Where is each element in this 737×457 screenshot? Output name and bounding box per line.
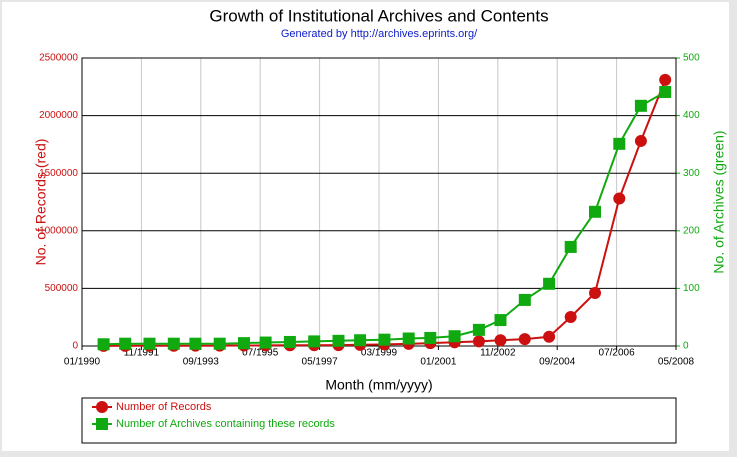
y-tick-label: 2500000 xyxy=(39,53,78,64)
legend-marker xyxy=(96,401,108,413)
marker xyxy=(659,85,672,98)
y-tick-label: 1000000 xyxy=(39,225,78,236)
marker xyxy=(613,137,626,150)
marker xyxy=(167,337,180,350)
marker xyxy=(543,330,556,343)
x-tick-label: 01/1990 xyxy=(64,357,101,368)
marker xyxy=(259,336,272,349)
marker xyxy=(494,314,507,327)
marker xyxy=(589,287,601,300)
chart-subtitle: Generated by http://archives.eprints.org… xyxy=(281,28,478,40)
x-tick-label: 01/2001 xyxy=(420,357,457,368)
y-tick-label: 500000 xyxy=(45,283,79,294)
y2-tick-label: 100 xyxy=(683,283,700,294)
y2-tick-label: 500 xyxy=(683,53,700,64)
marker xyxy=(213,337,226,350)
y2-tick-label: 400 xyxy=(683,110,700,121)
legend-marker xyxy=(96,418,108,430)
marker xyxy=(354,334,367,347)
marker xyxy=(332,334,345,347)
y2-tick-label: 300 xyxy=(683,168,700,179)
marker xyxy=(613,192,626,205)
marker xyxy=(143,337,156,350)
x-tick-label: 05/2008 xyxy=(658,357,695,368)
marker xyxy=(543,277,556,290)
x-tick-label: 11/1991 xyxy=(124,348,160,359)
marker xyxy=(448,330,461,343)
marker xyxy=(424,331,437,344)
marker xyxy=(378,333,391,346)
marker xyxy=(494,334,507,347)
marker xyxy=(589,205,601,218)
legend-label: Number of Records xyxy=(116,401,212,413)
y-tick-label: 2000000 xyxy=(39,110,78,121)
x-axis-label: Month (mm/yyyy) xyxy=(325,377,432,393)
y2-tick-label: 200 xyxy=(683,225,700,236)
marker xyxy=(634,134,647,147)
marker xyxy=(283,335,296,348)
marker xyxy=(564,240,577,253)
marker xyxy=(189,337,202,350)
marker xyxy=(472,335,485,348)
marker xyxy=(634,99,647,112)
marker xyxy=(402,332,415,345)
x-tick-label: 11/2002 xyxy=(480,348,516,359)
x-tick-label: 07/2006 xyxy=(599,348,636,359)
legend-label: Number of Archives containing these reco… xyxy=(116,418,335,430)
y2-axis-label: No. of Archives (green) xyxy=(711,130,727,273)
background xyxy=(2,2,729,451)
marker xyxy=(119,337,132,350)
y2-tick-label: 0 xyxy=(683,341,689,352)
x-tick-label: 05/1997 xyxy=(302,357,339,368)
y-tick-label: 1500000 xyxy=(39,168,78,179)
x-tick-label: 09/2004 xyxy=(539,357,576,368)
legend-box xyxy=(81,397,677,444)
marker xyxy=(238,337,250,350)
y-axis-label: No. of Records (red) xyxy=(33,139,49,266)
marker xyxy=(518,293,531,306)
x-tick-label: 09/1993 xyxy=(183,357,220,368)
x-tick-label: 03/1999 xyxy=(361,348,398,359)
chart-title: Growth of Institutional Archives and Con… xyxy=(209,6,548,25)
marker xyxy=(659,73,672,86)
x-tick-label: 07/1995 xyxy=(242,348,279,359)
marker xyxy=(472,323,485,336)
marker xyxy=(518,333,531,346)
y-tick-label: 0 xyxy=(72,341,78,352)
marker xyxy=(97,338,110,351)
marker xyxy=(564,310,577,323)
marker xyxy=(308,335,321,348)
